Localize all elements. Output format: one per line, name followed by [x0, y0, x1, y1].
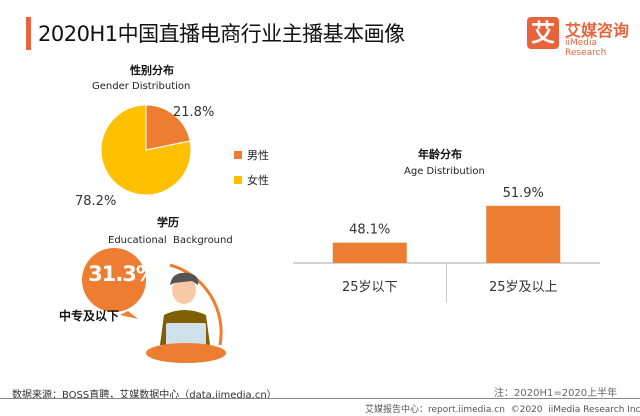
person-head: [172, 276, 196, 304]
arc-decoration: [169, 263, 223, 346]
pie-label-male: 21.8%: [173, 105, 215, 120]
bar-1: [486, 205, 561, 263]
pie-label-female: 78.2%: [75, 194, 117, 209]
x-tick-label: 25岁以下: [342, 280, 398, 295]
pie-slice-0: [145, 104, 191, 151]
logo-text-cn: 艾媒咨询: [565, 21, 630, 40]
laptop-icon: [166, 323, 206, 349]
pie-slice-1: [100, 104, 192, 196]
education-title: 学历: [157, 216, 179, 229]
bar-data-label: 51.9%: [503, 186, 544, 201]
speech-bubble: [82, 248, 146, 312]
bar-title: 年龄分布: [418, 148, 462, 161]
education-value: 31.3%: [88, 262, 157, 286]
bar-0: [332, 242, 407, 263]
copyright-text: 艾媒报告中心：report.iimedia.cn ©2020 iiMedia R…: [365, 405, 640, 415]
legend-swatch-female: [234, 176, 242, 184]
legend-label-male: 男性: [247, 149, 269, 162]
education-category: 中专及以下: [59, 309, 120, 323]
source-text: 数据来源：BOSS直聘，艾媒数据中心（data.iimedia.cn）: [12, 390, 277, 401]
footer-divider: [0, 398, 640, 399]
logo-mark: 艾: [527, 17, 559, 49]
person-hair: [170, 272, 199, 285]
bar-subtitle: Age Distribution: [404, 166, 485, 177]
education-illustration: [82, 248, 226, 363]
bar-data-label: 48.1%: [349, 223, 390, 238]
note-text: 注：2020H1=2020上半年: [494, 388, 618, 399]
page-title: 2020H1中国直播电商行业主播基本画像: [38, 22, 405, 46]
pie-subtitle: Gender Distribution: [92, 81, 191, 92]
person-legs: [146, 343, 226, 363]
x-tick-label: 25岁及以上: [489, 280, 558, 295]
education-subtitle: Educational Background: [108, 235, 233, 246]
bubble-tail: [120, 311, 138, 319]
legend-swatch-male: [234, 151, 242, 159]
pie-title: 性别分布: [130, 64, 174, 77]
logo-text-en: iiMedia Research: [565, 38, 607, 58]
title-accent-bar: [26, 17, 31, 50]
legend-label-female: 女性: [247, 174, 269, 187]
